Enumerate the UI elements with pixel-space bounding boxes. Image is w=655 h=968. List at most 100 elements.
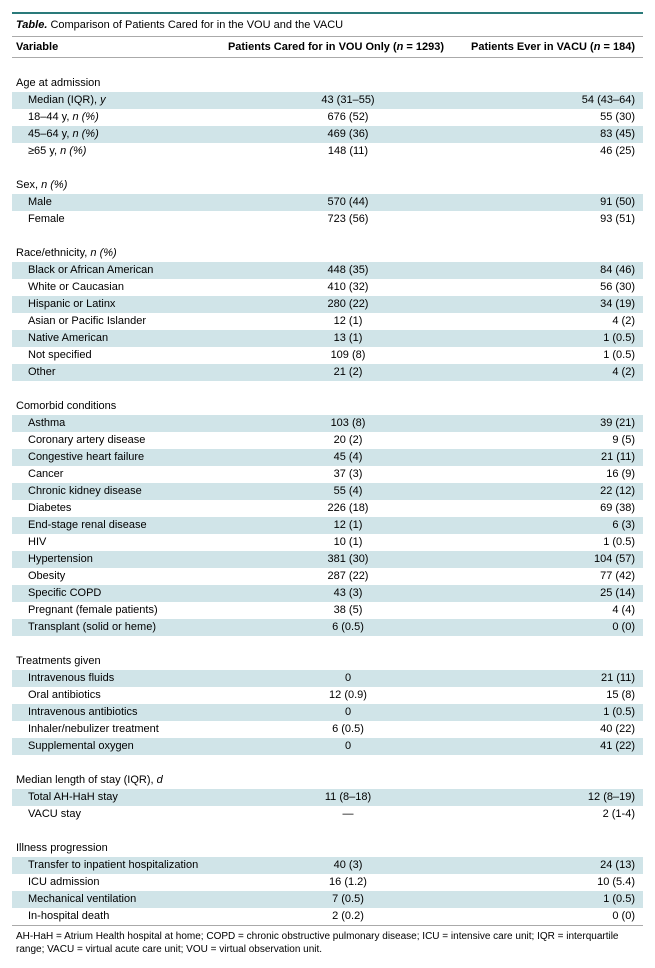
row-vacu-value: 4 (2) — [478, 364, 643, 381]
row-vacu-value: 84 (46) — [478, 262, 643, 279]
title-prefix: Table. — [16, 19, 47, 31]
row-label: Intravenous antibiotics — [12, 704, 218, 721]
row-vacu-value: 1 (0.5) — [478, 534, 643, 551]
row-vacu-value: 24 (13) — [478, 857, 643, 874]
table-row: Other21 (2)4 (2) — [12, 364, 643, 381]
row-label: In-hospital death — [12, 908, 218, 925]
row-vacu-value: 0 (0) — [478, 619, 643, 636]
row-vou-value: 12 (0.9) — [218, 687, 478, 704]
row-label: Coronary artery disease — [12, 432, 218, 449]
table-row: HIV10 (1)1 (0.5) — [12, 534, 643, 551]
row-label: Black or African American — [12, 262, 218, 279]
section-header: Sex, n (%) — [12, 177, 643, 194]
section-header: Median length of stay (IQR), d — [12, 772, 643, 789]
row-vacu-value: 34 (19) — [478, 296, 643, 313]
row-label: Specific COPD — [12, 585, 218, 602]
row-label: Cancer — [12, 466, 218, 483]
table-row: Hypertension381 (30)104 (57) — [12, 551, 643, 568]
row-vacu-value: 39 (21) — [478, 415, 643, 432]
row-label: Congestive heart failure — [12, 449, 218, 466]
row-label: HIV — [12, 534, 218, 551]
table-row: End-stage renal disease12 (1)6 (3) — [12, 517, 643, 534]
row-vou-value: 0 — [218, 704, 478, 721]
row-label: Median (IQR), y — [12, 92, 218, 109]
row-vacu-value: 10 (5.4) — [478, 874, 643, 891]
table-row: Inhaler/nebulizer treatment6 (0.5)40 (22… — [12, 721, 643, 738]
row-vacu-value: 4 (2) — [478, 313, 643, 330]
table-row: Asian or Pacific Islander12 (1)4 (2) — [12, 313, 643, 330]
table-row: Oral antibiotics12 (0.9)15 (8) — [12, 687, 643, 704]
table-row: Hispanic or Latinx280 (22)34 (19) — [12, 296, 643, 313]
row-label: VACU stay — [12, 806, 218, 823]
row-vou-value: 37 (3) — [218, 466, 478, 483]
row-vou-value: 20 (2) — [218, 432, 478, 449]
row-vacu-value: 1 (0.5) — [478, 704, 643, 721]
row-vacu-value: 54 (43–64) — [478, 92, 643, 109]
row-vou-value: 13 (1) — [218, 330, 478, 347]
table-body: Age at admissionMedian (IQR), y43 (31–55… — [12, 58, 643, 925]
row-vou-value: 16 (1.2) — [218, 874, 478, 891]
table-row: Median (IQR), y43 (31–55)54 (43–64) — [12, 92, 643, 109]
row-vacu-value: 69 (38) — [478, 500, 643, 517]
table-row: Asthma103 (8)39 (21) — [12, 415, 643, 432]
table-row: Coronary artery disease20 (2)9 (5) — [12, 432, 643, 449]
row-vou-value: 12 (1) — [218, 517, 478, 534]
row-vou-value: 6 (0.5) — [218, 619, 478, 636]
row-vou-value: 45 (4) — [218, 449, 478, 466]
section-header: Illness progression — [12, 840, 643, 857]
row-vacu-value: 93 (51) — [478, 211, 643, 228]
table-row: Intravenous fluids021 (11) — [12, 670, 643, 687]
row-vou-value: 109 (8) — [218, 347, 478, 364]
table-row: Not specified109 (8)1 (0.5) — [12, 347, 643, 364]
section-header: Race/ethnicity, n (%) — [12, 245, 643, 262]
table-row: Female723 (56)93 (51) — [12, 211, 643, 228]
row-label: 45–64 y, n (%) — [12, 126, 218, 143]
table-row: Cancer37 (3)16 (9) — [12, 466, 643, 483]
table-header: Variable Patients Cared for in VOU Only … — [12, 37, 643, 58]
row-vacu-value: 22 (12) — [478, 483, 643, 500]
row-label: Not specified — [12, 347, 218, 364]
row-label: Supplemental oxygen — [12, 738, 218, 755]
row-vou-value: 570 (44) — [218, 194, 478, 211]
table-title: Table. Comparison of Patients Cared for … — [12, 14, 643, 37]
spacer-row — [12, 381, 643, 398]
row-vacu-value: 21 (11) — [478, 449, 643, 466]
row-vou-value: 43 (31–55) — [218, 92, 478, 109]
row-label: Hypertension — [12, 551, 218, 568]
spacer-row — [12, 228, 643, 245]
row-label: Other — [12, 364, 218, 381]
table-row: Specific COPD43 (3)25 (14) — [12, 585, 643, 602]
row-label: ICU admission — [12, 874, 218, 891]
row-vacu-value: 0 (0) — [478, 908, 643, 925]
table-row: Congestive heart failure45 (4)21 (11) — [12, 449, 643, 466]
row-vou-value: 280 (22) — [218, 296, 478, 313]
table-row: ICU admission16 (1.2)10 (5.4) — [12, 874, 643, 891]
spacer-row — [12, 755, 643, 772]
row-label: Obesity — [12, 568, 218, 585]
table-row: VACU stay—2 (1-4) — [12, 806, 643, 823]
row-label: Asian or Pacific Islander — [12, 313, 218, 330]
row-vou-value: 21 (2) — [218, 364, 478, 381]
row-vou-value: 226 (18) — [218, 500, 478, 517]
row-label: Hispanic or Latinx — [12, 296, 218, 313]
row-vou-value: 676 (52) — [218, 109, 478, 126]
row-label: Inhaler/nebulizer treatment — [12, 721, 218, 738]
row-vacu-value: 77 (42) — [478, 568, 643, 585]
row-label: Male — [12, 194, 218, 211]
row-label: White or Caucasian — [12, 279, 218, 296]
table-row: Male570 (44)91 (50) — [12, 194, 643, 211]
row-label: 18–44 y, n (%) — [12, 109, 218, 126]
table-row: 45–64 y, n (%)469 (36)83 (45) — [12, 126, 643, 143]
header-vacu: Patients Ever in VACU (n = 184) — [466, 41, 643, 53]
row-label: Intravenous fluids — [12, 670, 218, 687]
table-row: ≥65 y, n (%)148 (11)46 (25) — [12, 143, 643, 160]
row-vacu-value: 104 (57) — [478, 551, 643, 568]
row-vou-value: 55 (4) — [218, 483, 478, 500]
spacer-row — [12, 160, 643, 177]
row-vacu-value: 40 (22) — [478, 721, 643, 738]
row-vou-value: 148 (11) — [218, 143, 478, 160]
row-vacu-value: 6 (3) — [478, 517, 643, 534]
row-vou-value: 0 — [218, 738, 478, 755]
row-vacu-value: 83 (45) — [478, 126, 643, 143]
spacer-row — [12, 58, 643, 75]
